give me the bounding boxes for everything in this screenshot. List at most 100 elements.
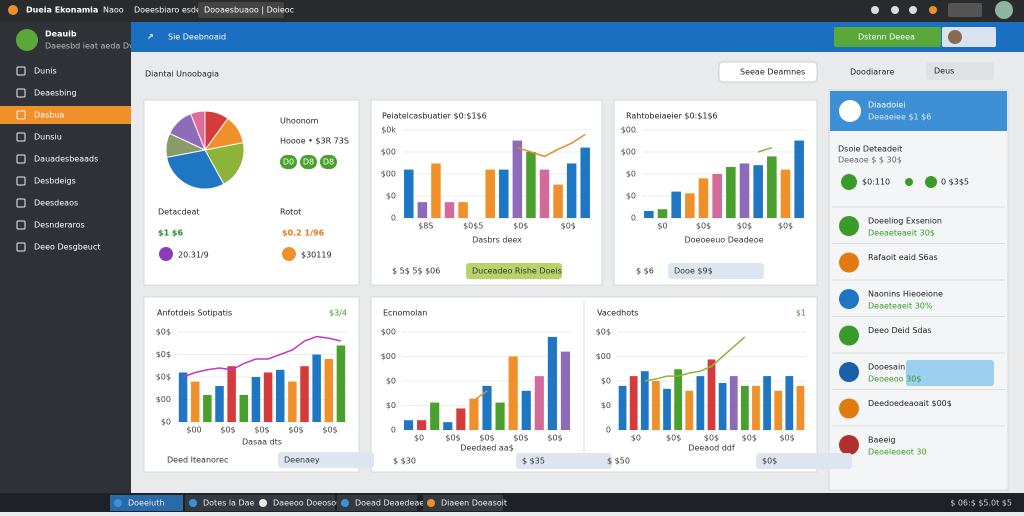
- header-title: Sie Deebnoaid: [168, 33, 226, 42]
- bar: [566, 163, 577, 218]
- bar: [215, 386, 224, 422]
- chart-title: Anfotdeis Sotipatis: [157, 309, 232, 318]
- header-logo: ↗: [147, 33, 154, 42]
- chart-button-label[interactable]: Dooe $9$: [674, 267, 713, 276]
- item-sub: Deoeeoo 30$: [868, 375, 921, 384]
- chart-button[interactable]: [278, 452, 374, 468]
- task-item[interactable]: [337, 495, 417, 511]
- panel-section: Dsoie Deteadeit: [838, 145, 902, 154]
- bar: [444, 202, 455, 218]
- task-item[interactable]: [423, 495, 503, 511]
- chart-button[interactable]: [466, 263, 562, 279]
- menu-item[interactable]: Deeo Desgbeuct: [34, 243, 100, 252]
- chart-legend: Deedaed aa$: [460, 444, 513, 453]
- y-tick-label: $0: [601, 377, 611, 386]
- badge: [320, 155, 337, 169]
- task-label[interactable]: Diaeen Doeasoit: [441, 499, 507, 508]
- item-title[interactable]: Baeeig: [868, 436, 896, 445]
- chart-button-label[interactable]: Duceadeo Rishe Doeis: [472, 267, 562, 276]
- chart-button-label[interactable]: $0$: [762, 457, 777, 466]
- menu-icon: [16, 88, 26, 98]
- bar: [753, 165, 763, 218]
- x-tick-label: $0$: [513, 222, 528, 231]
- card-title: Uhoonom: [280, 117, 319, 126]
- badge: [300, 155, 317, 169]
- task-label[interactable]: Daeeoo Doeosouetia: [273, 499, 357, 508]
- bar: [718, 382, 727, 430]
- task-label[interactable]: Dotes la Daee: [203, 499, 259, 508]
- tab[interactable]: Doeesbiaro esdeis: [134, 6, 207, 15]
- chart-button[interactable]: [668, 263, 764, 279]
- icon: [948, 3, 982, 17]
- task-item[interactable]: [110, 495, 183, 511]
- menu-icon: [16, 220, 26, 230]
- bar: [417, 202, 428, 218]
- header-button[interactable]: [834, 27, 941, 47]
- chart-button[interactable]: [516, 453, 612, 469]
- tab[interactable]: Dueia Ekonamia: [26, 6, 98, 15]
- bar: [275, 369, 285, 422]
- menu-item[interactable]: Dunsiu: [34, 133, 62, 142]
- header-button-label[interactable]: Dstenn Deeea: [858, 33, 915, 42]
- item-title[interactable]: Deeo Deid Sdas: [868, 326, 932, 335]
- item-title[interactable]: Rafaoit eaid S6as: [868, 253, 938, 262]
- chart-button[interactable]: [756, 453, 852, 469]
- bar: [458, 202, 468, 218]
- bar: [403, 420, 414, 430]
- menu-item[interactable]: Dunis: [34, 67, 57, 76]
- task-item[interactable]: [255, 495, 335, 511]
- task-icon: [189, 499, 197, 507]
- chart-button-label[interactable]: Deenaey: [284, 456, 320, 465]
- active-tab[interactable]: [198, 2, 284, 18]
- bar: [752, 385, 760, 430]
- bar: [336, 345, 346, 422]
- item-title[interactable]: Dooesain: [868, 363, 905, 372]
- menu-item[interactable]: Dauadesbeaads: [34, 155, 98, 164]
- sidebar: [0, 22, 131, 493]
- chart-title: Rahtobeiaeier $0:$1$6: [626, 112, 718, 121]
- item-title[interactable]: Naonins Hieoeione: [868, 290, 943, 299]
- tab[interactable]: Naoo: [103, 6, 124, 15]
- icon: [871, 6, 879, 14]
- bar: [774, 390, 783, 430]
- menu-item[interactable]: Dasbua: [34, 111, 64, 120]
- x-tick-label: $0$: [547, 434, 562, 443]
- item-highlight: [906, 360, 994, 386]
- search-box[interactable]: [718, 61, 818, 83]
- y-tick-label: $0: [601, 401, 611, 410]
- bar: [456, 408, 466, 430]
- y-tick-label: $00: [156, 395, 171, 404]
- menu-item[interactable]: Desnderaros: [34, 221, 85, 230]
- bar: [512, 140, 523, 218]
- tab[interactable]: Dooaesbuaoo | Doieoc: [204, 6, 294, 15]
- chart-button-label[interactable]: $ $35: [522, 457, 545, 466]
- task-label[interactable]: Doead Deaedeaecen: [355, 499, 439, 508]
- item-icon: [839, 216, 859, 236]
- menu-item[interactable]: Deesdeaos: [34, 199, 78, 208]
- menu-item[interactable]: Deaesbing: [34, 89, 77, 98]
- menu-item[interactable]: Desbdeigs: [34, 177, 76, 186]
- menu-icon: [16, 66, 26, 76]
- search-placeholder[interactable]: Seeae Deamnes: [740, 68, 805, 77]
- chart-legend: Dasbrs deex: [472, 236, 522, 245]
- bar: [794, 140, 804, 218]
- task-item[interactable]: [185, 495, 265, 511]
- filter-box[interactable]: [926, 62, 994, 80]
- chart-footer: $ 5$ 5$ $06: [392, 267, 440, 276]
- avatar[interactable]: [995, 1, 1013, 19]
- filter-value[interactable]: Deus: [934, 67, 954, 76]
- x-tick-label: $00: [186, 426, 201, 435]
- chart-title: Ecnomolan: [383, 309, 427, 318]
- x-tick-label: $0$: [696, 222, 711, 231]
- y-tick-label: 0: [606, 426, 611, 435]
- chart-footer: $ $30: [393, 457, 416, 466]
- task-label[interactable]: Doeeiuth: [128, 499, 164, 508]
- trend-line: [473, 390, 488, 402]
- x-tick-label: $0$: [742, 434, 757, 443]
- bar: [629, 376, 638, 430]
- item-title[interactable]: Deedoedeaoait $00$: [868, 399, 952, 408]
- item-title[interactable]: Doeeliog Exsenion: [868, 217, 942, 226]
- bar: [785, 376, 794, 430]
- y-tick-label: 0: [391, 214, 396, 223]
